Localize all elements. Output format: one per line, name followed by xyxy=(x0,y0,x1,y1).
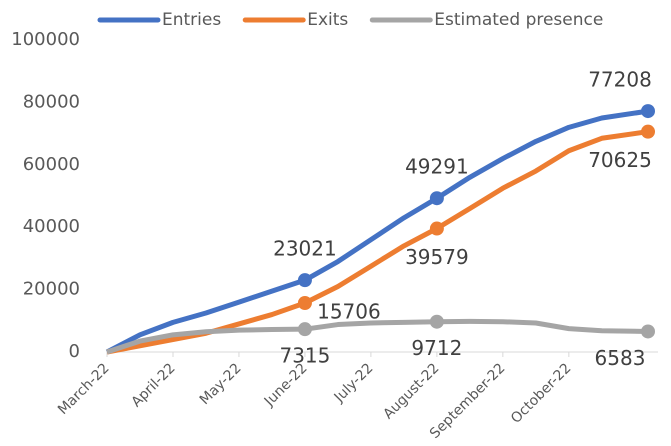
x-tick-label: March-22 xyxy=(55,360,113,418)
y-tick-label: 20000 xyxy=(23,279,80,300)
x-tick-label: August-22 xyxy=(380,360,442,422)
marker xyxy=(297,322,312,337)
x-tick-label: July-22 xyxy=(331,360,377,406)
x-tick-label: April-22 xyxy=(129,360,179,410)
marker xyxy=(429,221,444,236)
marker xyxy=(429,191,444,206)
series-line xyxy=(105,108,649,355)
data-label: 49291 xyxy=(405,155,469,179)
y-tick-label: 0 xyxy=(69,341,80,362)
x-tick-label: June-22 xyxy=(261,360,311,410)
legend-label: Estimated presence xyxy=(434,10,603,30)
data-label: 9712 xyxy=(411,336,462,360)
x-tick-label: May-22 xyxy=(197,360,245,408)
y-tick-label: 60000 xyxy=(23,154,80,175)
x-tick-label: October-22 xyxy=(508,360,574,426)
marker xyxy=(297,273,312,288)
data-label: 23021 xyxy=(273,237,337,261)
data-label: 39579 xyxy=(405,245,469,269)
y-tick-label: 100000 xyxy=(11,29,80,50)
series-line xyxy=(106,318,649,355)
marker xyxy=(641,124,655,139)
marker xyxy=(641,104,655,119)
marker xyxy=(641,324,655,339)
y-tick-label: 40000 xyxy=(23,216,80,237)
data-label: 6583 xyxy=(595,346,646,370)
data-label: 70625 xyxy=(588,148,652,172)
data-label: 7315 xyxy=(279,344,330,368)
data-label: 15706 xyxy=(317,299,381,323)
marker xyxy=(429,314,444,329)
legend-label: Exits xyxy=(307,10,348,30)
series-line xyxy=(106,129,649,355)
legend-label: Entries xyxy=(162,10,221,30)
data-label: 77208 xyxy=(588,68,652,92)
marker xyxy=(297,295,312,310)
y-tick-label: 80000 xyxy=(23,91,80,112)
